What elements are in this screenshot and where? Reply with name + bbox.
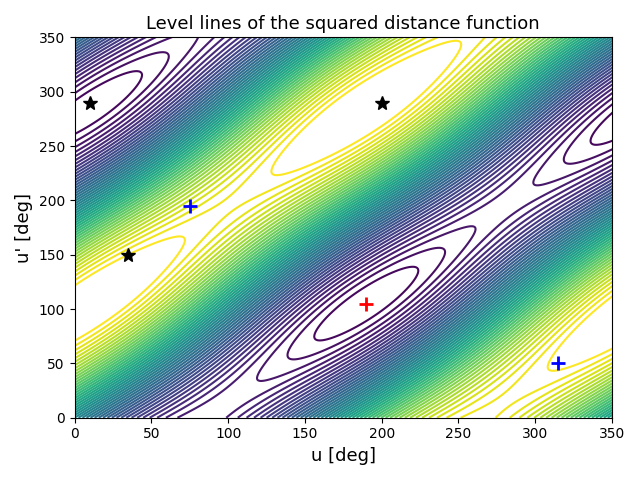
Y-axis label: u' [deg]: u' [deg]	[15, 192, 33, 263]
Title: Level lines of the squared distance function: Level lines of the squared distance func…	[147, 15, 540, 33]
X-axis label: u [deg]: u [deg]	[311, 447, 376, 465]
